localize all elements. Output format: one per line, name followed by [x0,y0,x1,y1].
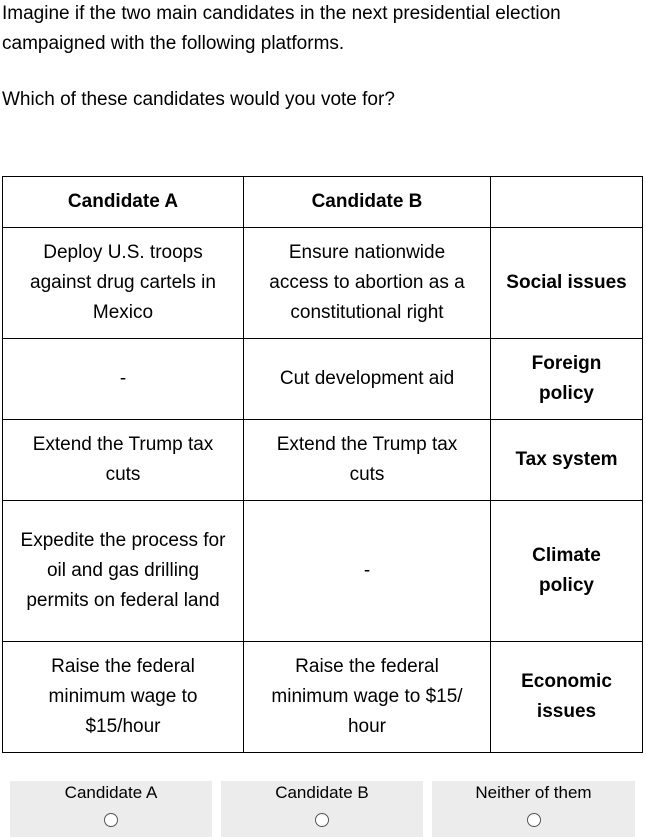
table-row: Expedite the process for oil and gas dri… [2,500,643,642]
candidate-b-cell: - [243,500,491,642]
candidate-b-cell: Cut development aid [243,338,491,420]
attribute-cell: Climate policy [490,500,643,642]
candidate-b-cell: Ensure nationwide access to abortion as … [243,227,491,339]
candidate-a-cell: Raise the federal minimum wage to $15/ho… [2,641,244,753]
candidate-b-cell: Raise the federal minimum wage to $15/ h… [243,641,491,753]
attribute-cell: Tax system [490,419,643,501]
header-candidate-a: Candidate A [2,176,244,228]
table-row: Deploy U.S. troops against drug cartels … [2,227,643,339]
choice-candidate-a[interactable]: Candidate A [10,781,212,837]
table-row: - Cut development aid Foreign policy [2,338,643,420]
radio-candidate-b[interactable] [315,813,329,827]
candidate-a-cell: - [2,338,244,420]
table-header-row: Candidate A Candidate B [2,176,643,228]
candidate-a-cell: Deploy U.S. troops against drug cartels … [2,227,244,339]
candidate-a-cell: Expedite the process for oil and gas dri… [2,500,244,642]
attribute-cell: Economic issues [490,641,643,753]
question-text: Which of these candidates would you vote… [2,89,395,110]
vote-choices: Candidate A Candidate B Neither of them [10,781,636,837]
candidate-comparison-table: Candidate A Candidate B Deploy U.S. troo… [2,176,643,753]
candidate-a-cell: Extend the Trump tax cuts [2,419,244,501]
header-attribute [490,176,643,228]
choice-neither-label: Neither of them [475,783,592,802]
attribute-cell: Foreign policy [490,338,643,420]
radio-candidate-a[interactable] [104,813,118,827]
attribute-cell: Social issues [490,227,643,339]
header-candidate-b: Candidate B [243,176,491,228]
choice-candidate-a-label: Candidate A [64,783,158,802]
intro-statement: Imagine if the two main candidates in th… [2,3,561,54]
table-row: Extend the Trump tax cuts Extend the Tru… [2,419,643,501]
choice-candidate-b-label: Candidate B [275,783,369,802]
choice-candidate-b[interactable]: Candidate B [221,781,423,837]
candidate-b-cell: Extend the Trump tax cuts [243,419,491,501]
radio-neither[interactable] [526,813,541,827]
choice-neither[interactable]: Neither of them [432,781,635,837]
table-row: Raise the federal minimum wage to $15/ho… [2,641,643,753]
intro-text: Imagine if the two main candidates in th… [2,0,642,59]
